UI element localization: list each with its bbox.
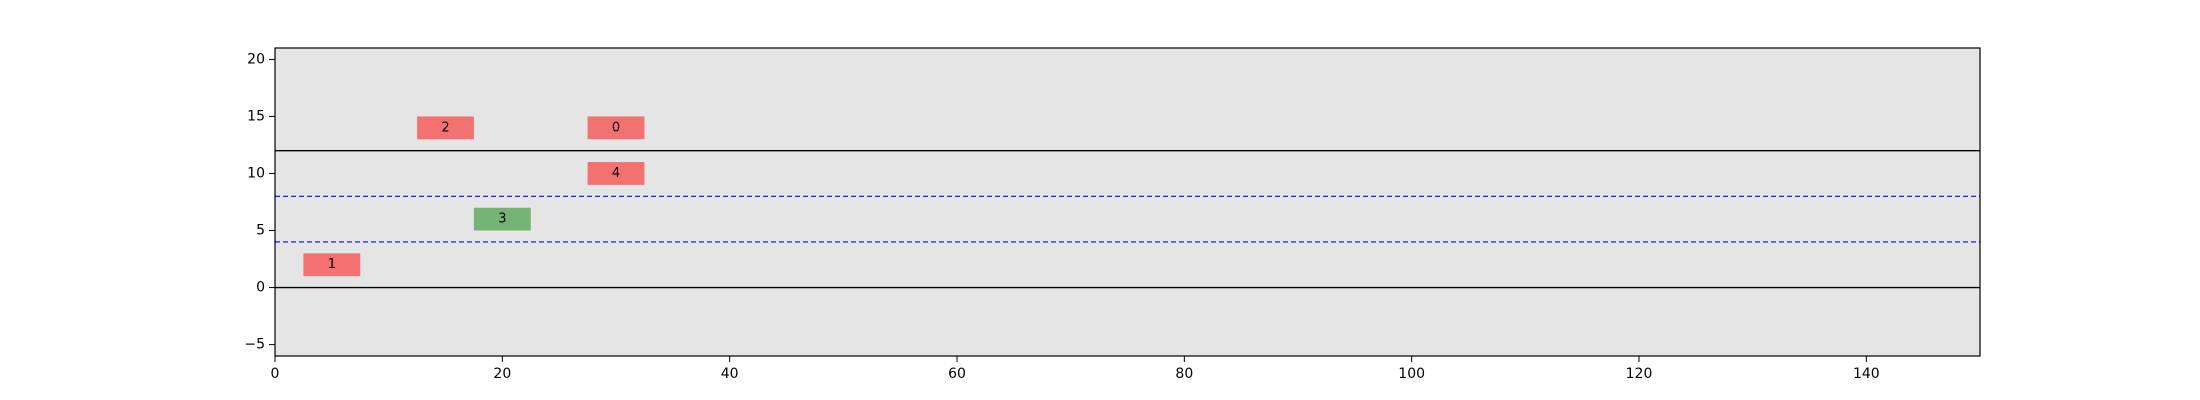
x-tick-label-40: 40 [721, 366, 739, 382]
box-1 [303, 253, 361, 277]
y-tick-label-10: 10 [247, 165, 265, 181]
reference-lines [275, 150, 1980, 289]
boxes-group: 1 2 3 0 4 [303, 116, 645, 277]
box-label-0: 0 [612, 120, 620, 135]
box-label-4: 4 [612, 166, 620, 181]
box-2 [417, 116, 474, 140]
plot-background [275, 48, 1980, 356]
y-tick-label-20: 20 [247, 51, 265, 67]
x-tick-label-20: 20 [493, 366, 511, 382]
x-tick-label-0: 0 [271, 366, 280, 382]
x-tick-label-140: 140 [1853, 366, 1880, 382]
x-tick-label-120: 120 [1626, 366, 1653, 382]
box-3 [473, 207, 531, 231]
box-0 [587, 116, 645, 140]
x-axis: 0 20 40 60 80 100 120 140 [271, 356, 1880, 382]
y-tick-label-5: 5 [256, 223, 265, 239]
y-tick-label--5: −5 [244, 337, 265, 353]
plot-frame [274, 47, 1981, 357]
y-tick-label-0: 0 [256, 280, 265, 296]
x-tick-label-60: 60 [948, 366, 966, 382]
box-label-2: 2 [441, 120, 449, 135]
box-label-1: 1 [328, 257, 336, 272]
x-tick-label-80: 80 [1175, 366, 1193, 382]
y-tick-label-15: 15 [247, 108, 265, 124]
x-tick-label-100: 100 [1398, 366, 1425, 382]
y-axis: −5 0 5 10 15 20 [244, 51, 275, 353]
box-4 [587, 162, 645, 185]
box-label-3: 3 [498, 212, 506, 227]
